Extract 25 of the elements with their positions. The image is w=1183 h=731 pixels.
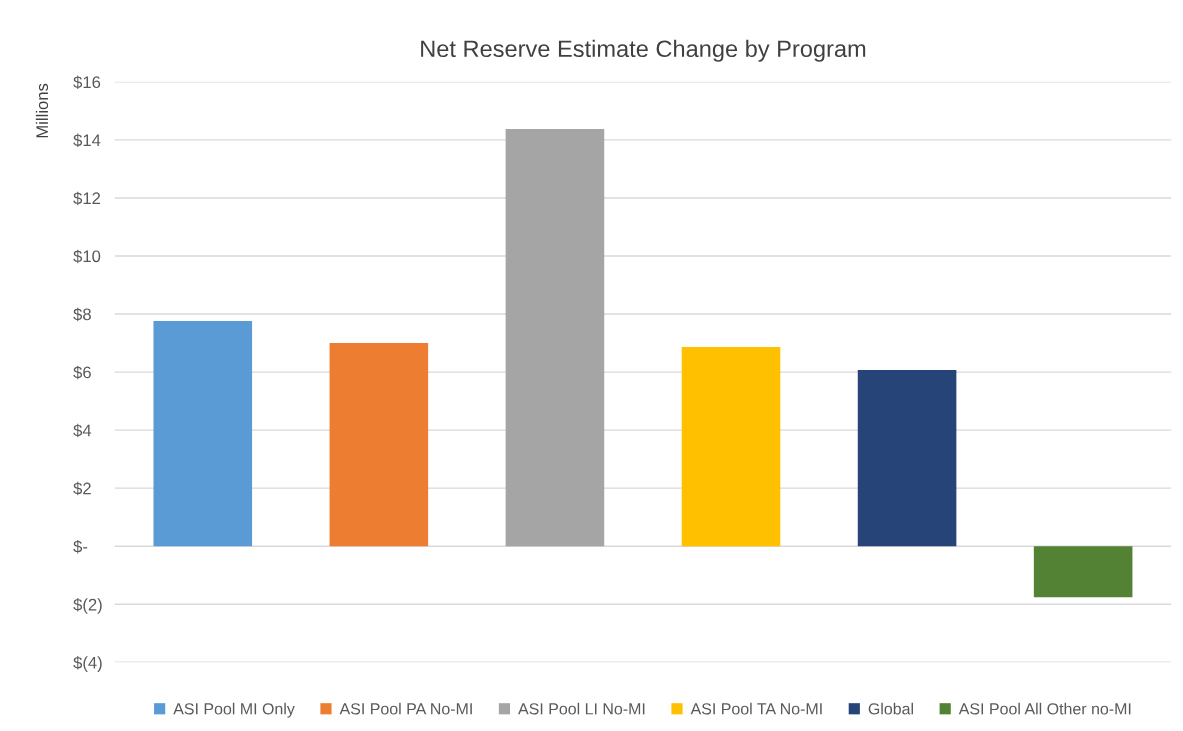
legend-label: ASI Pool All Other no-MI	[958, 702, 1131, 715]
y-tick-label: $4	[73, 423, 92, 438]
y-tick-label: $8	[73, 307, 91, 322]
bar	[1033, 546, 1133, 598]
legend-label: ASI Pool MI Only	[173, 702, 295, 718]
y-tick-label: $16	[73, 75, 101, 90]
legend-label: ASI Pool LI No-MI	[518, 702, 645, 715]
y-tick-label: $-	[73, 539, 88, 554]
bar	[681, 347, 781, 547]
y-tick-label: $2	[73, 481, 91, 496]
bar	[857, 370, 957, 547]
y-tick-label: $(2)	[73, 598, 102, 614]
bar	[505, 128, 605, 547]
legend-label: ASI Pool PA No-MI	[339, 702, 472, 715]
bar	[153, 321, 253, 547]
legend-label: Global	[868, 702, 913, 715]
y-axis-title: Millions	[35, 83, 49, 138]
y-tick-label: $12	[73, 191, 101, 206]
legend-label: ASI Pool TA No-MI	[690, 702, 822, 715]
y-tick-label: $6	[73, 365, 91, 380]
y-tick-label: $(4)	[73, 656, 102, 672]
chart-title: Net Reserve Estimate Change by Program	[421, 39, 866, 62]
y-tick-label: $14	[73, 133, 101, 148]
bar	[329, 343, 429, 547]
y-tick-label: $10	[73, 249, 101, 264]
